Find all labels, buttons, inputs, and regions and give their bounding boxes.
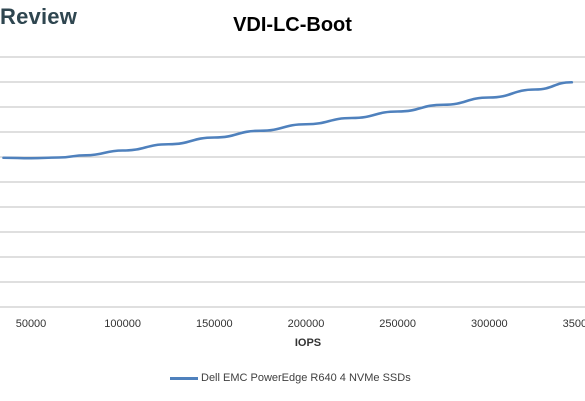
x-tick-label: 50000 — [16, 318, 47, 330]
x-tick-label: 150000 — [196, 318, 233, 330]
gridlines — [0, 56, 585, 308]
series-layer — [2, 80, 574, 160]
legend[interactable]: Dell EMC PowerEdge R640 4 NVMe SSDs — [170, 372, 411, 384]
x-tick-label: 200000 — [288, 318, 325, 330]
x-tick-label: 250000 — [379, 318, 416, 330]
review-watermark: Review — [0, 4, 78, 29]
x-axis-title: IOPS — [294, 337, 322, 349]
x-tick-label: 300000 — [471, 318, 508, 330]
x-tick-label: 100000 — [104, 318, 141, 330]
x-axis-ticks: 50000 100000 150000 200000 250000 300000 35000… — [16, 318, 585, 330]
series-line-0[interactable] — [2, 80, 574, 160]
legend-label: Dell EMC PowerEdge R640 4 NVMe SSDs — [201, 372, 411, 384]
legend-swatch — [170, 376, 198, 380]
x-tick-label: 350000 — [563, 318, 585, 330]
chart-title: VDI-LC-Boot — [233, 14, 352, 36]
